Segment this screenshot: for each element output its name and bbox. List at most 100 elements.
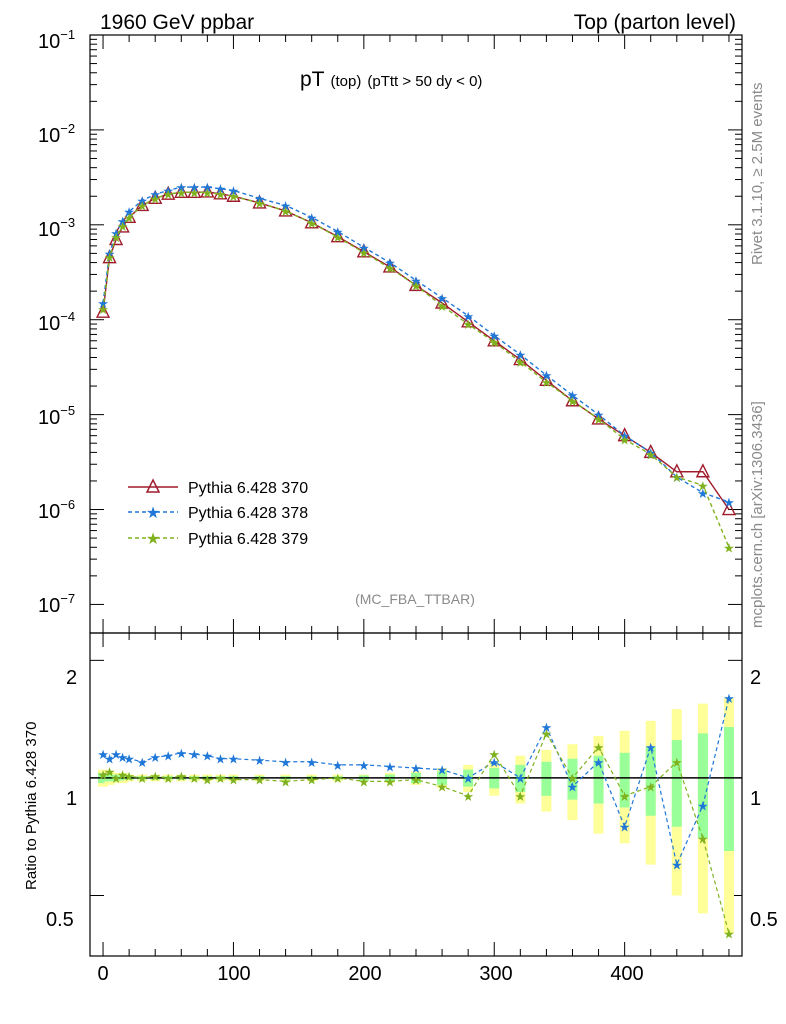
xtick-label-400: 400 <box>610 963 643 985</box>
ratio-point-379: ★ <box>175 769 187 784</box>
data-point-370 <box>200 183 215 198</box>
ratio-point-378: ★ <box>541 720 553 735</box>
ratio-y-axis-label: Ratio to Pythia 6.428 370 <box>23 722 40 890</box>
legend-marker-378: ★ <box>146 505 160 522</box>
data-point-379: ★ <box>384 261 396 276</box>
data-point-378: ★ <box>104 246 116 261</box>
data-point-379: ★ <box>671 470 683 485</box>
ratio-point-379: ★ <box>514 789 526 804</box>
data-point-370 <box>102 249 117 264</box>
xtick-label-0: 0 <box>97 963 108 985</box>
uncertainty-band-green <box>645 747 656 816</box>
ytick-label-1e-5: 10−5 <box>38 403 75 429</box>
data-point-378: ★ <box>384 256 396 271</box>
ratio-ytick-label-right-2: 2 <box>750 667 761 689</box>
analysis-label: (MC_FBA_TTBAR) <box>355 591 475 607</box>
header-left-title: 1960 GeV ppbar <box>100 11 254 34</box>
main-y-tick-labels: 10−1 10−2 10−3 10−4 10−5 10−6 10−7 <box>38 27 75 617</box>
data-point-370 <box>174 183 189 199</box>
ratio-ytick-label-2: 2 <box>66 667 77 689</box>
ratio-point-379: ★ <box>202 773 214 788</box>
legend-label-379: Pythia 6.428 379 <box>188 531 308 548</box>
ratio-plot-area: ★★★★★ ★ ★ ★ ★ ★ ★ ★ ★ ★ ★ ★ ★ ★ ★ ★ ★★★★★★★★★★★★★★★★★ ★ ★ ★… <box>90 691 742 941</box>
ratio-point-379: ★ <box>645 780 657 795</box>
plot-title: pT (top) (pTtt > 50 dy < 0) <box>300 68 482 91</box>
ratio-point-379: ★ <box>136 771 148 786</box>
ratio-point-379: ★ <box>117 768 129 783</box>
data-point-379: ★ <box>162 187 174 202</box>
data-point-379: ★ <box>280 204 292 219</box>
mcplots-text: mcplots.cern.ch [arXiv:1306.3436] <box>749 401 766 628</box>
data-point-370 <box>461 313 476 328</box>
data-point-379: ★ <box>697 478 709 493</box>
data-point-378: ★ <box>358 240 370 255</box>
ratio-point-378: ★ <box>567 780 579 795</box>
ytick-label-1e-1: 10−1 <box>38 27 75 53</box>
ratio-point-379: ★ <box>280 774 292 789</box>
ratio-point-379: ★ <box>436 780 448 795</box>
ratio-point-379: ★ <box>723 926 735 941</box>
ratio-point-378: ★ <box>697 798 709 813</box>
ratio-point-378: ★ <box>410 761 422 776</box>
data-point-378: ★ <box>593 408 605 423</box>
data-point-378: ★ <box>541 368 553 383</box>
data-point-378: ★ <box>97 296 109 311</box>
data-point-379: ★ <box>117 219 129 234</box>
data-point-378: ★ <box>645 445 657 460</box>
ratio-point-378: ★ <box>117 750 129 765</box>
ratio-point-378: ★ <box>215 752 227 767</box>
ratio-point-379: ★ <box>358 774 370 789</box>
ratio-point-379: ★ <box>228 773 240 788</box>
data-point-378: ★ <box>123 205 135 220</box>
ratio-point-379: ★ <box>619 789 631 804</box>
uncertainty-band-green <box>671 740 682 827</box>
data-point-370 <box>643 443 658 459</box>
data-point-370 <box>187 183 202 199</box>
uncertainty-band-green <box>697 733 708 839</box>
data-point-379: ★ <box>215 187 227 202</box>
data-point-370 <box>135 196 150 212</box>
data-point-378: ★ <box>567 388 579 403</box>
data-point-379: ★ <box>149 191 161 206</box>
data-point-378: ★ <box>136 194 148 209</box>
ratio-point-378: ★ <box>110 747 122 762</box>
data-point-379: ★ <box>723 540 735 555</box>
data-point-378: ★ <box>332 225 344 240</box>
xtick-label-200: 200 <box>348 963 381 985</box>
data-point-370 <box>434 294 450 309</box>
data-point-379: ★ <box>436 299 448 314</box>
main-y-ticks <box>90 34 742 897</box>
ytick-label-1e-7: 10−7 <box>38 591 75 617</box>
data-point-378: ★ <box>488 329 500 344</box>
ratio-point-378: ★ <box>593 755 605 770</box>
ratio-point-378: ★ <box>619 820 631 835</box>
data-point-370 <box>213 185 228 200</box>
ratio-ytick-label-0.5: 0.5 <box>46 909 74 931</box>
ratio-point-379: ★ <box>97 768 109 783</box>
ratio-point-379: ★ <box>567 771 579 786</box>
legend-label-370: Pythia 6.428 370 <box>188 480 308 497</box>
legend-entry-378: ★ Pythia 6.428 378 <box>128 505 308 522</box>
legend-label-378: Pythia 6.428 378 <box>188 505 308 522</box>
data-point-379: ★ <box>541 375 553 390</box>
ratio-ytick-label-right-1: 1 <box>750 788 761 810</box>
ratio-point-379: ★ <box>306 773 318 788</box>
data-point-378: ★ <box>215 182 227 197</box>
data-point-370 <box>565 392 580 407</box>
data-point-379: ★ <box>462 317 474 332</box>
ytick-label-1e-6: 10−6 <box>38 497 75 523</box>
uncertainty-band-green <box>723 727 734 851</box>
data-point-370 <box>161 185 176 200</box>
ratio-point-379: ★ <box>162 771 174 786</box>
ytick-label-1e-3: 10−3 <box>38 215 75 241</box>
ratio-point-379: ★ <box>215 771 227 786</box>
uncertainty-band-green <box>619 752 630 808</box>
ratio-ytick-label-right-0.5: 0.5 <box>750 909 778 931</box>
data-point-379: ★ <box>306 216 318 231</box>
data-point-379: ★ <box>202 185 214 200</box>
data-point-370 <box>148 189 163 205</box>
ratio-point-378: ★ <box>723 691 735 706</box>
ratio-point-378: ★ <box>280 755 292 770</box>
data-point-370 <box>121 208 137 223</box>
ratio-ytick-label-1: 1 <box>66 788 77 810</box>
